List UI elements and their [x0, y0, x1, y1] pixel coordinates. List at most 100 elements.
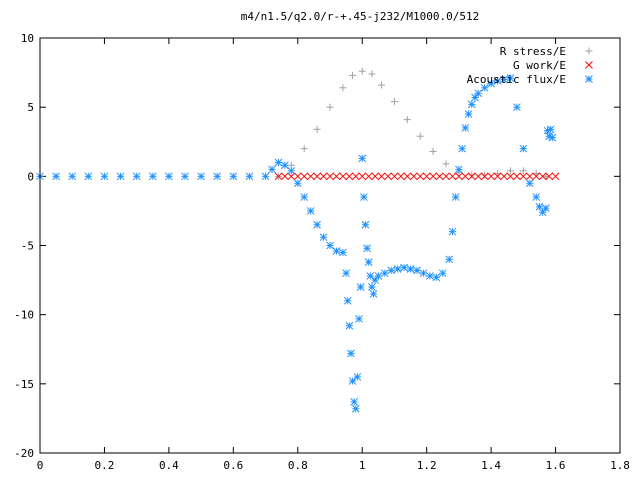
data-point: [390, 172, 399, 181]
data-point: [313, 172, 321, 181]
data-point: [342, 269, 350, 278]
data-point: [281, 161, 289, 170]
data-point: [493, 77, 502, 85]
data-point: [467, 172, 476, 181]
data-point: [480, 83, 489, 92]
x-tick-label: 1.8: [610, 459, 630, 472]
data-point: [442, 172, 450, 181]
data-point: [197, 172, 205, 181]
data-point: [480, 172, 489, 181]
data-point: [455, 165, 463, 174]
series-1: [274, 172, 560, 181]
data-point: [464, 110, 473, 118]
data-point: [400, 263, 408, 272]
data-point: [519, 172, 528, 181]
data-point: [506, 172, 515, 181]
data-point: [300, 172, 309, 181]
data-point: [432, 273, 441, 282]
data-point: [545, 172, 553, 181]
y-tick-label: -10: [14, 309, 34, 322]
y-tick-label: 0: [27, 170, 34, 183]
data-point: [326, 103, 334, 111]
legend-marker: [585, 75, 593, 83]
data-point: [358, 172, 367, 181]
data-point: [538, 208, 547, 217]
data-point: [313, 125, 321, 133]
data-point: [347, 349, 355, 358]
data-point: [339, 172, 347, 181]
plot-frame: [39, 37, 621, 454]
data-point: [429, 172, 437, 181]
data-point: [268, 165, 276, 174]
data-point: [229, 172, 238, 181]
data-point: [467, 100, 476, 109]
data-point: [364, 172, 373, 181]
legend-label: R stress/E: [500, 45, 566, 58]
data-point: [355, 314, 363, 323]
data-point: [409, 172, 418, 181]
data-point: [513, 172, 521, 181]
data-point: [339, 84, 347, 92]
data-point: [461, 172, 470, 181]
axes: 0 0.2 0.4 0.6 0.8 1 1.2 1.4 1.6 1.8 10 5 0 -5 -10 -15 -2…: [14, 32, 630, 472]
data-point: [506, 74, 515, 82]
data-point: [487, 79, 495, 88]
data-point: [406, 265, 415, 273]
data-point: [455, 172, 463, 181]
x-tick-label: 1.2: [417, 459, 437, 472]
y-tick-label: -5: [21, 240, 34, 253]
data-point: [359, 193, 368, 201]
data-point: [361, 220, 370, 229]
data-point: [358, 67, 366, 75]
data-point: [461, 124, 470, 132]
data-point: [100, 172, 109, 181]
data-point: [474, 89, 483, 98]
data-point: [181, 172, 189, 181]
data-marks: [36, 67, 560, 413]
y-tick-label: 10: [21, 32, 34, 45]
data-point: [448, 227, 457, 236]
x-tick-label: 1.4: [481, 459, 501, 472]
data-point: [213, 172, 222, 181]
data-point: [339, 248, 347, 257]
data-point: [148, 172, 157, 181]
data-point: [548, 133, 557, 142]
data-point: [287, 172, 296, 181]
legend-label: Acoustic flux/E: [467, 73, 566, 86]
x-tick-label: 0: [37, 459, 44, 472]
data-point: [371, 172, 379, 181]
series-2: [36, 74, 557, 413]
y-tick-label: 5: [27, 101, 34, 114]
x-tick-label: 0.6: [223, 459, 243, 472]
data-point: [438, 269, 447, 278]
data-point: [52, 172, 60, 181]
data-point: [380, 269, 389, 278]
data-point: [532, 172, 541, 181]
x-tick-label: 0.4: [159, 459, 179, 472]
data-point: [471, 93, 479, 102]
data-point: [343, 296, 352, 305]
data-point: [500, 75, 508, 84]
data-point: [368, 283, 376, 291]
data-point: [445, 255, 454, 264]
data-point: [426, 272, 434, 280]
data-point: [542, 172, 550, 180]
data-point: [442, 160, 450, 168]
data-point: [363, 244, 371, 253]
data-point: [397, 172, 405, 181]
data-point: [313, 220, 321, 229]
data-point: [349, 71, 357, 79]
x-tick-label: 1.6: [546, 459, 566, 472]
data-point: [300, 193, 309, 201]
data-point: [525, 172, 534, 181]
data-point: [356, 283, 365, 291]
data-point: [481, 171, 489, 179]
data-point: [281, 172, 289, 181]
data-point: [293, 179, 302, 188]
legend-label: G work/E: [513, 59, 566, 72]
data-point: [429, 147, 437, 155]
data-point: [451, 193, 460, 201]
data-point: [416, 172, 425, 181]
data-point: [350, 397, 359, 406]
